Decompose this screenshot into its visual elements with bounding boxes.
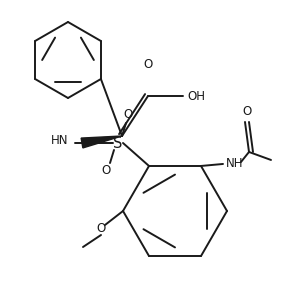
Text: O: O (96, 223, 106, 235)
Text: S: S (113, 136, 123, 150)
Text: O: O (101, 164, 111, 178)
Text: O: O (242, 105, 252, 118)
Text: HN: HN (51, 134, 69, 148)
Text: OH: OH (187, 90, 205, 102)
Text: NH: NH (226, 157, 243, 171)
Polygon shape (81, 136, 122, 148)
Text: O: O (123, 109, 133, 122)
Text: O: O (143, 58, 153, 72)
